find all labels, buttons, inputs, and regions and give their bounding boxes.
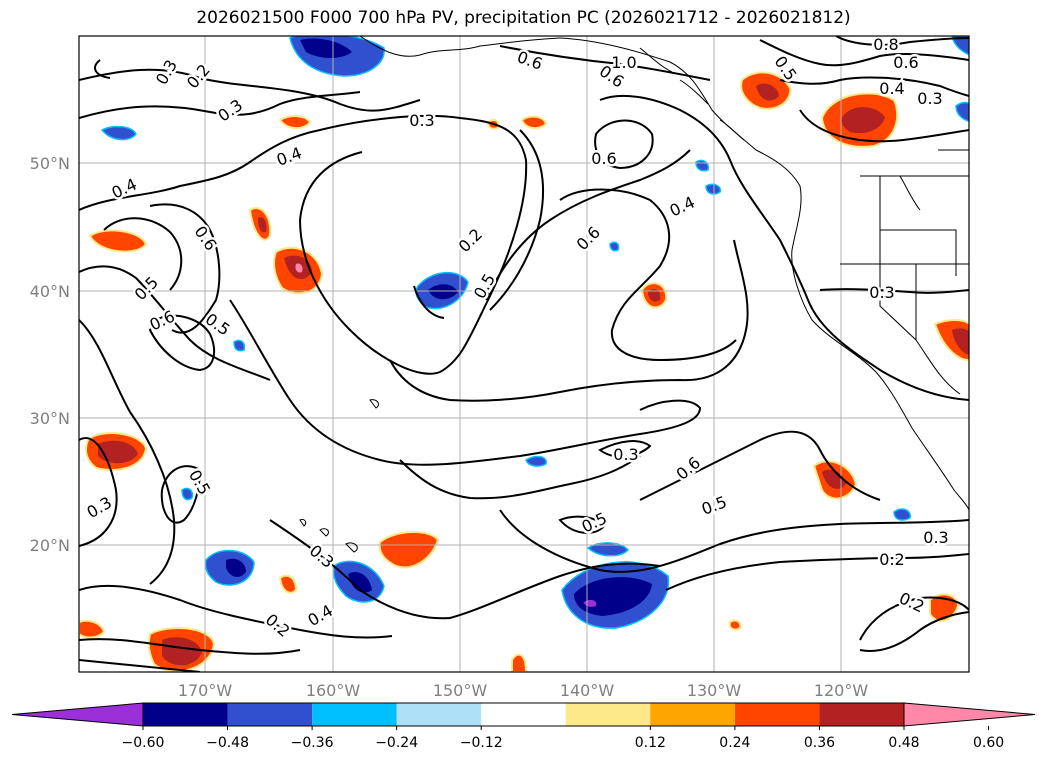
colorbar-tick-label: −0.12	[460, 735, 503, 751]
colorbar-tick-label: −0.48	[206, 735, 249, 751]
colorbar-segment	[565, 703, 651, 726]
contour-label: 0.4	[304, 601, 336, 630]
contour-label-halo: 0.2	[879, 550, 904, 569]
colorbar-tick-label: 0.36	[804, 735, 835, 751]
colorbar-extend-min	[11, 702, 144, 727]
contour-label: 0.4	[879, 79, 904, 98]
contour-label: 0.3	[613, 445, 638, 464]
contour-label: 0.2	[262, 610, 294, 641]
contour-label: 0.8	[873, 35, 898, 54]
colorbar-segment	[143, 703, 228, 726]
colorbar-tick-label: 0.12	[635, 735, 666, 751]
colorbar-segment	[819, 703, 904, 726]
lon-label-120w: 120°W	[814, 681, 869, 700]
lon-label-150w: 150°W	[433, 681, 488, 700]
pv-contours	[79, 36, 969, 672]
coastlines	[299, 36, 969, 553]
colorbar-tick-label: 0.60	[973, 735, 1004, 751]
contour-label: 0.3	[152, 56, 181, 88]
colorbar-segment	[650, 703, 735, 726]
contour-label: 0.2	[896, 588, 927, 616]
lat-label-20n: 20°N	[30, 536, 70, 555]
colorbar-segment	[481, 703, 566, 726]
contour-label-halo: 0.6	[591, 149, 616, 168]
lon-label-130w: 130°W	[687, 681, 742, 700]
contour-label: 0.4	[109, 174, 140, 202]
contour-label-halo: 0.3	[409, 111, 434, 130]
contour-label-halo: 0.3	[917, 89, 942, 108]
map-title: 2026021500 F000 700 hPa PV, precipitatio…	[196, 8, 851, 28]
contour-label: 0.6	[893, 53, 918, 72]
contour-label: 0.2	[183, 60, 214, 92]
contour-label-halo: 0.6	[893, 53, 918, 72]
contour-label: 0.3	[923, 528, 948, 547]
contour-label: 0.4	[274, 143, 304, 170]
colorbar-tick-label: 0.48	[888, 735, 919, 751]
contour-label: 0.6	[515, 47, 545, 74]
colorbar-ticks: −0.60 −0.48 −0.36 −0.24 −0.12 0.12 0.24 0.36 0.4…	[122, 726, 1004, 751]
contour-label: 0.2	[455, 225, 486, 256]
colorbar: −0.60 −0.48 −0.36 −0.24 −0.12 0.12 0.24 0.36 0.4…	[11, 702, 1036, 751]
colorbar-segments	[11, 702, 1036, 727]
contour-label-halo: 0.3	[613, 445, 638, 464]
lat-label-30n: 30°N	[30, 409, 70, 428]
contour-label-halo: 0.4	[879, 79, 904, 98]
contour-label-halo: 0.3	[869, 283, 894, 302]
lon-label-170w: 170°W	[178, 681, 233, 700]
map-frame	[78, 35, 970, 673]
contour-label: 0.5	[699, 492, 729, 519]
contour-label: 0.6	[591, 149, 616, 168]
colorbar-tick-label: −0.36	[291, 735, 334, 751]
colorbar-tick-label: −0.60	[122, 735, 165, 751]
colorbar-segment	[312, 703, 397, 726]
contour-label: 0.6	[672, 453, 704, 484]
contour-label-halo: 0.3	[923, 528, 948, 547]
contour-label: 0.6	[573, 223, 604, 254]
contour-labels: 0.30.3 0.20.20.30.30.30.30.40.40.40.40.60…	[81, 33, 951, 644]
contour-label: 1.0	[611, 53, 636, 72]
contour-label: 0.3	[869, 283, 894, 302]
colorbar-tick-label: −0.24	[375, 735, 418, 751]
contour-label: 0.3	[214, 95, 246, 125]
lon-label-160w: 160°W	[306, 681, 361, 700]
lat-label-50n: 50°N	[30, 154, 70, 173]
contour-label: 0.5	[470, 270, 499, 302]
colorbar-tick-label: 0.24	[719, 735, 750, 751]
lon-label-140w: 140°W	[560, 681, 615, 700]
lat-label-40n: 40°N	[30, 282, 70, 301]
precip-negative	[100, 36, 969, 629]
precipitation-shading	[79, 36, 969, 672]
contour-label: 0.3	[83, 493, 115, 522]
colorbar-outline	[142, 702, 905, 727]
contour-label-halo: 1.0	[611, 53, 636, 72]
contour-label: 0.4	[667, 192, 698, 220]
colorbar-segment	[227, 703, 313, 726]
colorbar-segment	[396, 703, 482, 726]
colorbar-extend-max	[903, 702, 1036, 727]
precip-positive	[79, 71, 969, 672]
colorbar-segment	[734, 703, 820, 726]
contour-label: 0.2	[879, 550, 904, 569]
contour-label: 0.3	[917, 89, 942, 108]
contour-label: 0.3	[409, 111, 434, 130]
